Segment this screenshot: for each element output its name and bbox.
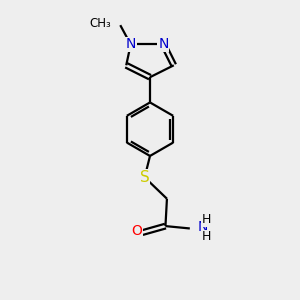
Text: CH₃: CH₃ <box>90 16 111 30</box>
Text: N: N <box>158 38 169 52</box>
Text: S: S <box>140 170 149 185</box>
Text: H: H <box>202 230 211 243</box>
Text: N: N <box>197 220 208 234</box>
Text: H: H <box>202 213 211 226</box>
Text: N: N <box>125 38 136 52</box>
Text: O: O <box>131 224 142 238</box>
